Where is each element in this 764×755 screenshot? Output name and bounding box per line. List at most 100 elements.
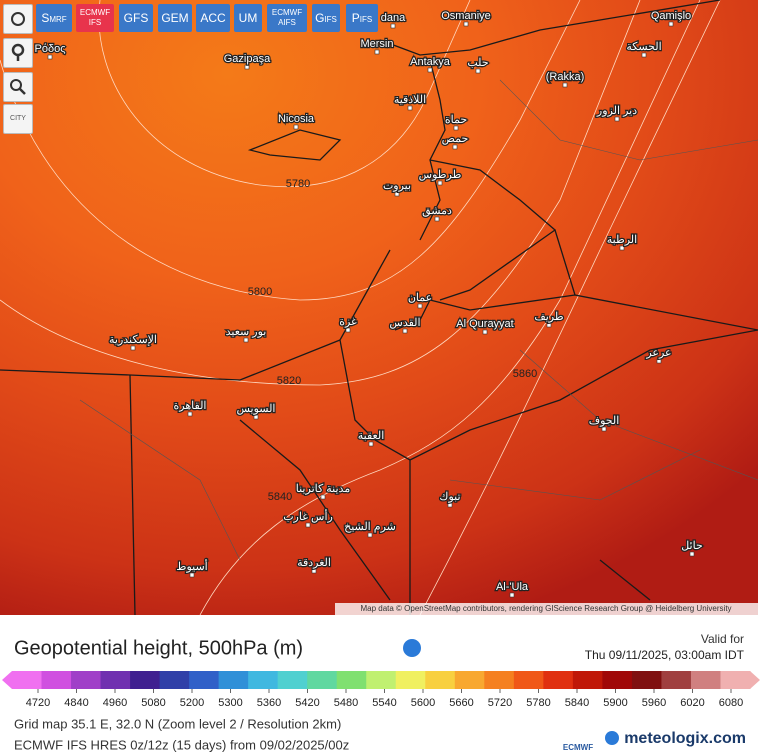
map-label: العقبة — [358, 430, 385, 442]
model-label: ECMWF — [79, 8, 111, 17]
map-label: القدس — [389, 317, 420, 329]
map-label: الإسكندرية — [109, 334, 157, 346]
model-button[interactable]: GIFS — [312, 4, 340, 32]
colorbar-segment — [513, 671, 544, 689]
map-label: عرعر — [645, 347, 671, 359]
colorbar-segment — [307, 671, 338, 689]
colorbar-segment — [248, 671, 279, 689]
city-dot — [305, 522, 311, 528]
model-button[interactable]: UM — [234, 4, 262, 32]
model-label: ACC — [200, 11, 226, 25]
colorbar-tick-label: 5780 — [526, 697, 550, 709]
colorbar-segment — [189, 671, 220, 689]
colorbar-segment — [336, 671, 367, 689]
map-label: بور سعيد — [226, 326, 267, 338]
colorbar-segment — [395, 671, 426, 689]
side-button[interactable] — [3, 4, 33, 34]
city-dot — [311, 568, 317, 574]
map-label: حمص — [442, 133, 469, 145]
contour-label: 5780 — [286, 178, 310, 190]
city-button[interactable]: CITY — [3, 104, 33, 134]
valid-time: Thu 09/11/2025, 03:00am IDT — [585, 648, 745, 662]
model-button[interactable]: ACC — [196, 4, 230, 32]
map-label: الحسكة — [626, 41, 661, 53]
city-dot — [668, 21, 674, 27]
city-dot — [437, 180, 443, 186]
contours — [0, 0, 721, 615]
city-dot — [47, 54, 53, 60]
colorbar-segment — [572, 671, 603, 689]
colorbar-segment — [602, 671, 633, 689]
colorbar-segment — [71, 671, 102, 689]
colorbar-tick-label: 5540 — [372, 697, 396, 709]
run-info: ECMWF IFS HRES 0z/12z (15 days) from 09/… — [14, 737, 349, 752]
icon — [11, 12, 25, 26]
colorbar-tick-label: 5420 — [295, 697, 319, 709]
map-label: السويس — [237, 403, 276, 415]
attribution: Map data © OpenStreetMap contributors, r… — [360, 604, 731, 613]
city-dot — [243, 337, 249, 343]
contour-label: 5840 — [268, 491, 292, 503]
city-dot — [601, 426, 607, 432]
model-button[interactable]: ECMWF IFS — [76, 4, 114, 32]
map-label: Al Qurayyat — [456, 318, 513, 330]
colorbar-tick-label: 5960 — [642, 697, 666, 709]
info-icon — [403, 639, 421, 657]
side-button[interactable] — [3, 72, 33, 102]
map-label: Qamişlo — [651, 10, 691, 22]
map-label: Al-'Ula — [496, 581, 529, 593]
map-label: عمان — [408, 292, 432, 304]
model-button[interactable]: ECMWF AIFS — [267, 4, 307, 32]
map-label: dana — [381, 12, 406, 24]
ecmwf-logo: ECMWF — [563, 743, 593, 752]
side-button[interactable] — [3, 38, 33, 68]
admin-borders — [79, 79, 758, 561]
colorbar-segment — [661, 671, 692, 689]
icon — [11, 43, 25, 61]
city-dot — [293, 124, 299, 130]
city-dot — [619, 245, 625, 251]
map-label: حلب — [467, 57, 488, 69]
model-label: G — [315, 11, 325, 25]
colorbar-tick-label: 5300 — [218, 697, 242, 709]
map-label: Osmaniye — [441, 10, 491, 22]
city-dot — [434, 216, 440, 222]
model-label: P — [351, 11, 360, 25]
city-dot — [187, 411, 193, 417]
model-sub: IFS — [324, 15, 337, 24]
colorbar-segment — [41, 671, 72, 689]
colorbar-segment — [425, 671, 456, 689]
colorbar-segment — [631, 671, 662, 689]
map-label: دمشق — [422, 205, 452, 217]
model-sub: MRF — [49, 15, 67, 24]
city-dot — [394, 191, 400, 197]
model-button[interactable]: PIFS — [346, 4, 378, 32]
city-dot — [253, 414, 259, 420]
colorbar-tick-label: 4720 — [26, 697, 50, 709]
map-label: دير الزور — [596, 105, 637, 117]
city-dot — [509, 592, 515, 598]
map-label: الغردقة — [297, 557, 331, 569]
colorbar-arrow — [2, 671, 12, 689]
city-dot — [345, 327, 351, 333]
city-dot — [641, 52, 647, 58]
city-dot — [189, 572, 195, 578]
model-button[interactable]: GFS — [119, 4, 153, 32]
model-button[interactable]: SMRF — [36, 4, 72, 32]
city-dot — [562, 82, 568, 88]
model-button[interactable]: GEM — [158, 4, 192, 32]
city-dot — [453, 125, 459, 131]
colorbar-tick-label: 4840 — [64, 697, 88, 709]
city-dot — [546, 322, 552, 328]
model-label: GFS — [123, 11, 149, 25]
map — [0, 0, 758, 615]
city-dot — [463, 21, 469, 27]
colorbar-segment — [484, 671, 515, 689]
borders — [0, 0, 758, 615]
valid-label: Valid for — [701, 632, 744, 646]
colorbar-segment — [690, 671, 721, 689]
city-dot — [374, 49, 380, 55]
contour-label: 5800 — [248, 286, 272, 298]
city-dot — [475, 68, 481, 74]
model-label: UM — [238, 11, 258, 25]
